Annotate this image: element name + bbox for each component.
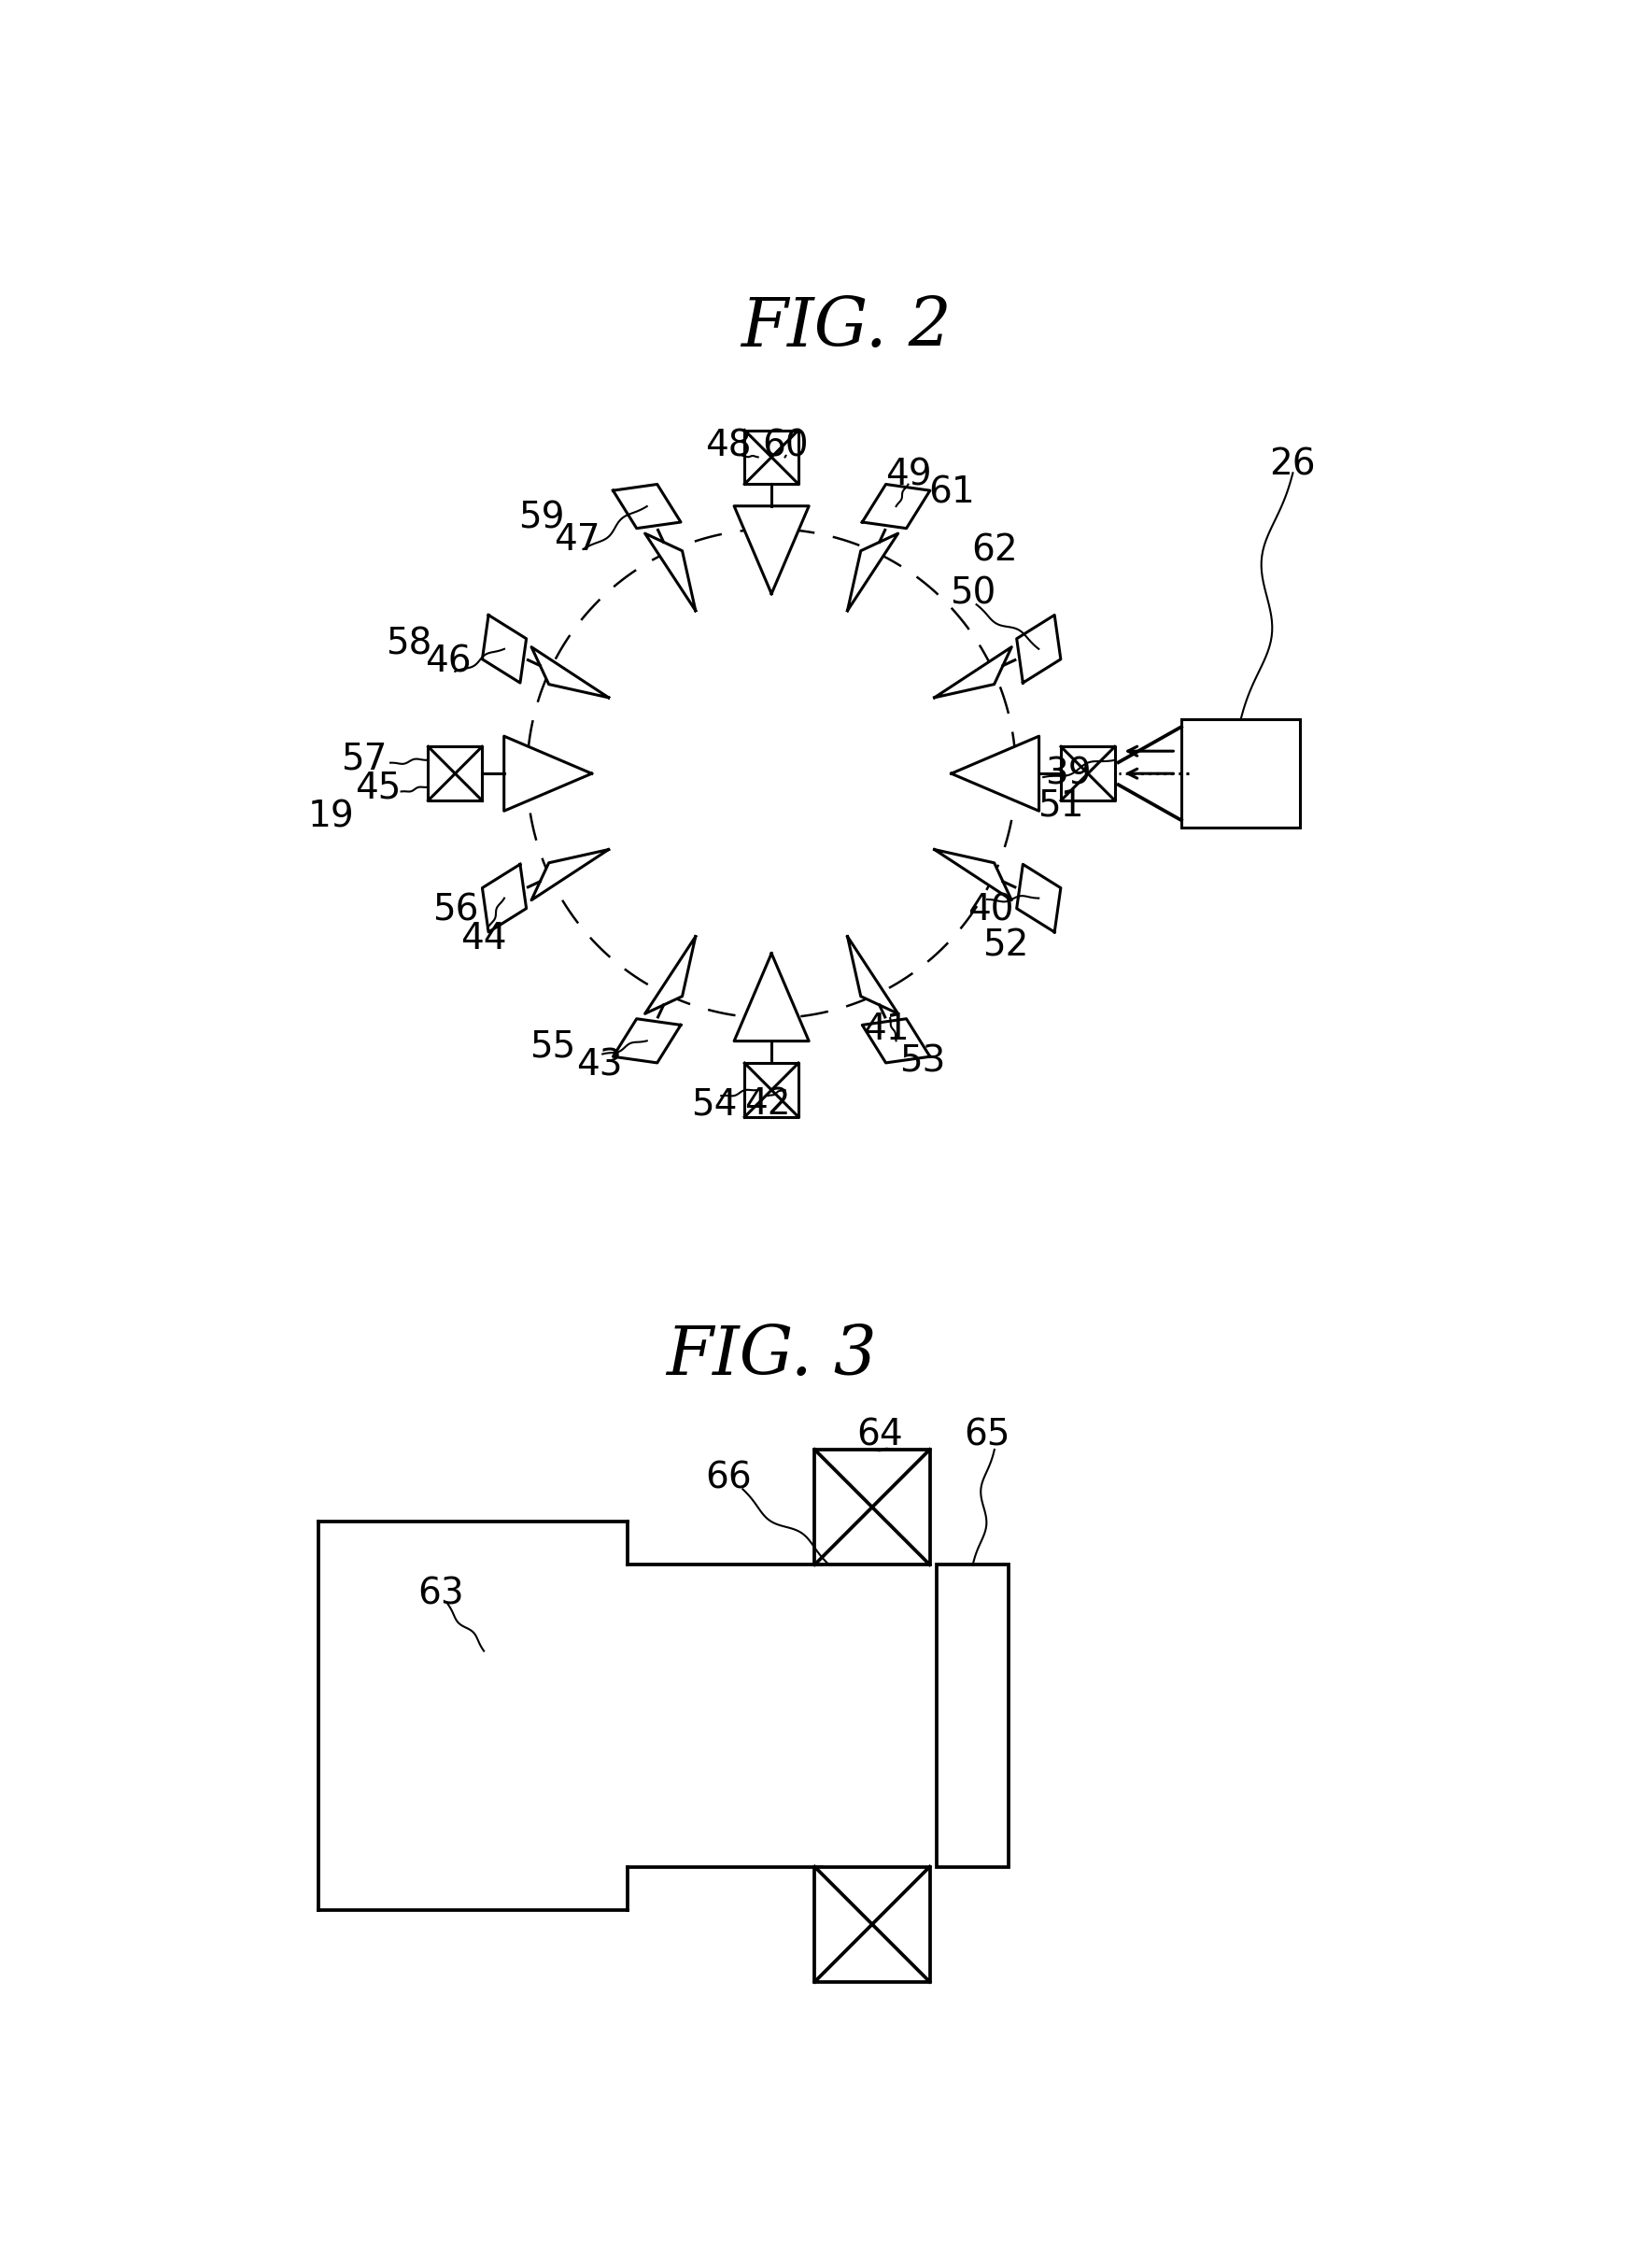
Polygon shape — [482, 615, 527, 682]
Text: 63: 63 — [418, 1576, 464, 1612]
Text: 52: 52 — [983, 927, 1028, 963]
Polygon shape — [532, 646, 608, 698]
Text: 65: 65 — [965, 1418, 1011, 1452]
Polygon shape — [644, 936, 695, 1013]
Polygon shape — [532, 849, 608, 900]
Text: 53: 53 — [899, 1044, 945, 1078]
Polygon shape — [862, 1020, 930, 1062]
Polygon shape — [1016, 615, 1061, 682]
Polygon shape — [733, 506, 809, 594]
Text: 61: 61 — [928, 475, 975, 511]
Text: 54: 54 — [691, 1087, 737, 1123]
Polygon shape — [935, 849, 1011, 900]
Text: 19: 19 — [307, 799, 355, 835]
Text: 66: 66 — [705, 1461, 752, 1497]
Text: 55: 55 — [529, 1029, 575, 1065]
Polygon shape — [504, 736, 591, 810]
Text: 51: 51 — [1037, 788, 1084, 824]
Polygon shape — [613, 484, 681, 529]
Text: 57: 57 — [340, 741, 387, 777]
Polygon shape — [613, 1020, 681, 1062]
Text: 45: 45 — [355, 770, 401, 806]
Text: 58: 58 — [385, 626, 431, 662]
Polygon shape — [847, 936, 899, 1013]
Text: 39: 39 — [1044, 756, 1090, 792]
Text: 64: 64 — [856, 1418, 902, 1452]
Text: 43: 43 — [577, 1047, 623, 1083]
Text: 62: 62 — [971, 533, 1018, 567]
Polygon shape — [644, 533, 695, 610]
Text: FIG. 2: FIG. 2 — [740, 295, 952, 360]
Text: 48: 48 — [705, 428, 752, 464]
Polygon shape — [952, 736, 1039, 810]
Polygon shape — [1016, 864, 1061, 932]
Polygon shape — [935, 646, 1011, 698]
Text: 41: 41 — [864, 1011, 910, 1047]
Polygon shape — [482, 864, 527, 932]
Text: 44: 44 — [461, 921, 507, 957]
Text: 49: 49 — [885, 457, 932, 493]
Polygon shape — [847, 533, 899, 610]
Text: 56: 56 — [433, 891, 477, 927]
Text: 47: 47 — [553, 522, 601, 558]
Text: 50: 50 — [950, 576, 996, 612]
Polygon shape — [733, 954, 809, 1042]
Text: 40: 40 — [968, 891, 1014, 927]
Text: 46: 46 — [425, 644, 471, 680]
Text: FIG. 3: FIG. 3 — [666, 1324, 877, 1389]
Text: 42: 42 — [745, 1087, 791, 1123]
Bar — [814, 1450, 930, 1564]
Text: 59: 59 — [519, 500, 565, 536]
Polygon shape — [862, 484, 930, 529]
Text: 26: 26 — [1270, 446, 1317, 482]
Bar — [1181, 720, 1300, 828]
Bar — [937, 1564, 1009, 1866]
Bar — [814, 1866, 930, 1981]
Text: 60: 60 — [763, 428, 809, 464]
